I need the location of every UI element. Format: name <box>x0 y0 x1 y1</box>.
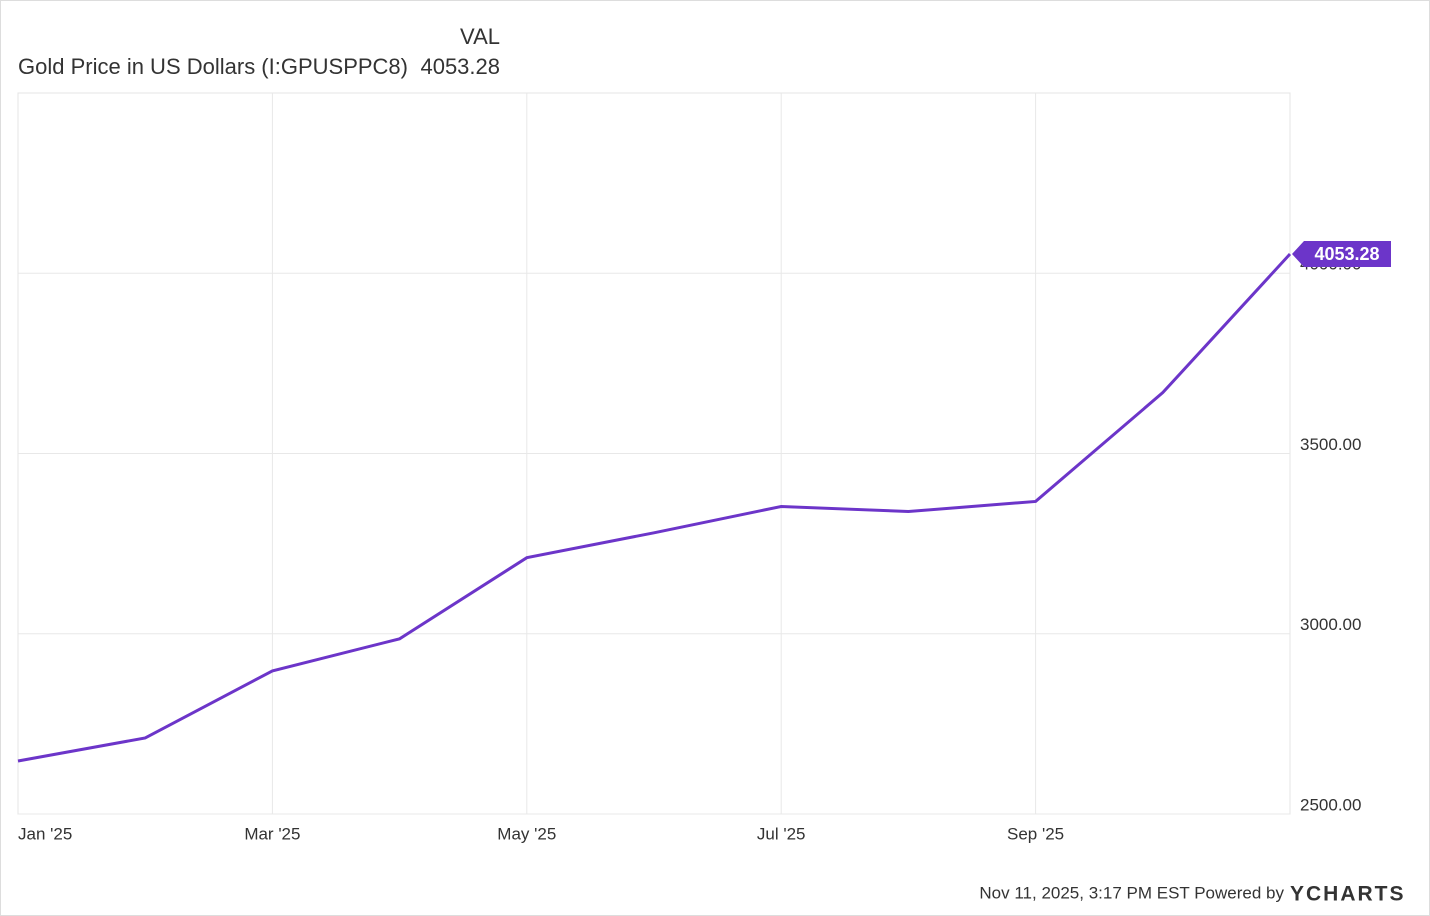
legend-value: 4053.28 <box>420 54 500 79</box>
y-tick-label: 3500.00 <box>1300 435 1361 454</box>
y-tick-label: 2500.00 <box>1300 795 1361 814</box>
y-tick-label: 3000.00 <box>1300 615 1361 634</box>
callout-label: 4053.28 <box>1314 244 1379 264</box>
brand: YCHARTS <box>1290 883 1406 906</box>
footer: Nov 11, 2025, 3:17 PM EST Powered by <box>979 883 1284 902</box>
legend-header: VAL <box>460 24 500 49</box>
x-tick-label: Jul '25 <box>757 824 806 843</box>
x-tick-label: Mar '25 <box>244 824 300 843</box>
value-callout <box>1292 241 1391 268</box>
line <box>17 253 1292 763</box>
x-tick-label: May '25 <box>497 824 556 843</box>
x-tick-label: Sep '25 <box>1007 824 1064 843</box>
x-tick-label: Jan '25 <box>18 824 72 843</box>
legend-entry: Gold Price in US Dollars (I:GPUSPPC8) <box>18 54 408 79</box>
